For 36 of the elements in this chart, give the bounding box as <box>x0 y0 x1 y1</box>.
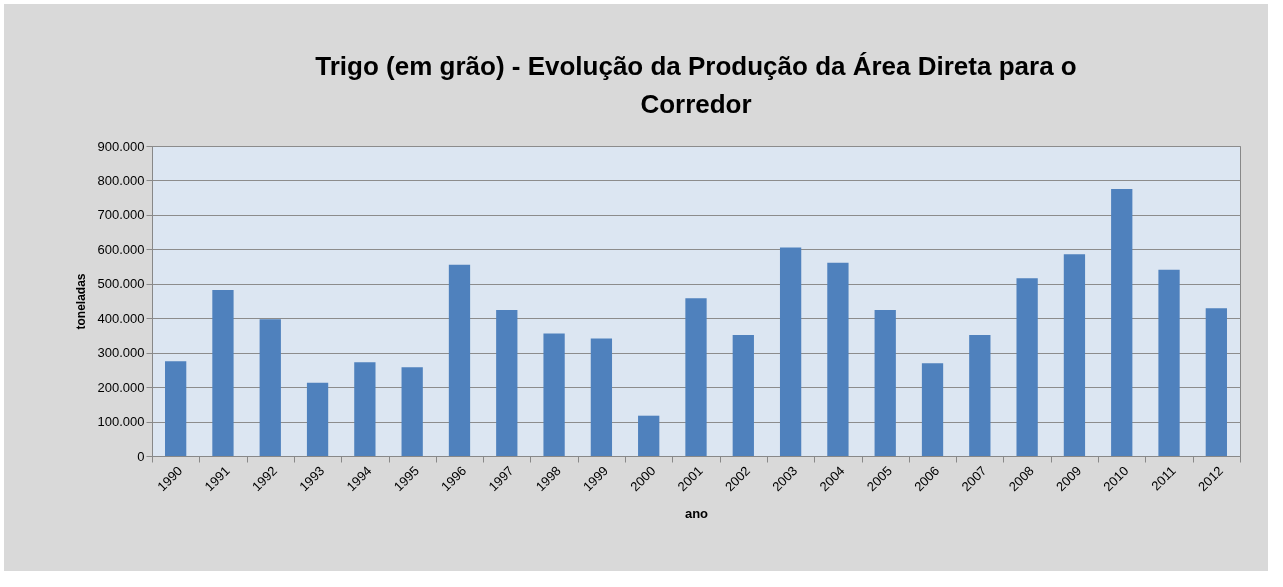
bar <box>212 289 234 456</box>
bar <box>165 361 187 456</box>
bar <box>590 338 613 456</box>
bar <box>685 298 707 456</box>
y-tick-label: 900.000 <box>97 138 145 154</box>
chart-title: Trigo (em grão) - Evolução da Produção da Área Direta para o Corredor <box>315 51 1077 119</box>
bar <box>543 333 565 456</box>
y-tick-label: 500.000 <box>97 276 145 292</box>
y-tick-label: 0 <box>137 448 145 464</box>
bar <box>1111 189 1133 456</box>
y-tick-label: 700.000 <box>97 207 145 223</box>
y-tick-label: 300.000 <box>97 345 145 361</box>
bar <box>1205 308 1227 456</box>
bar <box>779 247 802 456</box>
bar <box>448 264 471 456</box>
y-tick-label: 600.000 <box>97 241 145 257</box>
bar <box>921 363 944 456</box>
bar <box>401 367 423 456</box>
bar <box>1016 278 1038 456</box>
y-tick-label: 400.000 <box>97 310 145 326</box>
bar <box>827 262 849 456</box>
bar <box>259 319 281 456</box>
bar <box>638 415 660 456</box>
y-axis-title: toneladas <box>73 273 88 330</box>
y-tick-label: 800.000 <box>97 172 145 188</box>
bar <box>1158 269 1180 456</box>
bar <box>874 309 896 456</box>
y-tick-label: 200.000 <box>97 379 145 395</box>
x-axis-title: ano <box>684 506 709 522</box>
y-tick-label: 100.000 <box>97 414 145 430</box>
bar <box>732 335 754 456</box>
bar <box>1063 254 1086 456</box>
bar <box>496 309 518 456</box>
bar <box>354 362 376 456</box>
bar <box>306 382 329 456</box>
bar <box>969 335 991 456</box>
